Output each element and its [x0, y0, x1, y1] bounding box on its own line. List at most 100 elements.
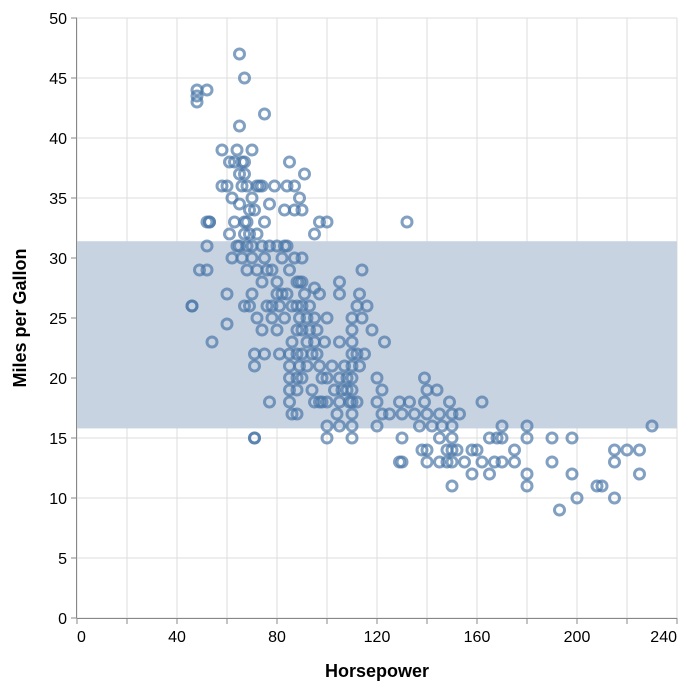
data-point	[395, 431, 409, 445]
data-point	[240, 239, 254, 253]
data-point	[295, 299, 309, 313]
data-point	[305, 347, 319, 361]
y-axis-title: Miles per Gallon	[10, 248, 30, 387]
data-point	[220, 317, 234, 331]
data-point	[260, 299, 274, 313]
data-point	[310, 323, 324, 337]
data-point	[293, 311, 306, 325]
data-point	[458, 455, 471, 469]
y-tick-label: 30	[49, 251, 67, 268]
data-point	[313, 359, 326, 373]
data-point	[440, 455, 454, 469]
data-point	[445, 419, 459, 433]
data-point	[290, 383, 304, 397]
data-point	[313, 287, 326, 301]
x-tick-label: 0	[77, 629, 86, 646]
data-point	[415, 443, 429, 457]
data-point	[445, 443, 459, 457]
data-point	[620, 443, 634, 457]
data-point	[265, 311, 279, 325]
data-point	[345, 383, 359, 397]
data-point	[250, 311, 264, 325]
data-point	[245, 287, 259, 301]
data-point	[200, 263, 214, 277]
data-point	[308, 395, 321, 409]
data-point	[263, 239, 276, 253]
data-point	[445, 455, 459, 469]
data-point	[290, 347, 304, 361]
data-point	[345, 395, 359, 409]
data-point	[283, 371, 296, 385]
data-point	[193, 263, 206, 277]
data-point	[355, 311, 369, 325]
data-point	[483, 467, 496, 481]
data-point	[345, 431, 359, 445]
data-point	[300, 311, 314, 325]
data-point	[290, 299, 304, 313]
data-point	[320, 215, 334, 229]
data-point	[285, 335, 299, 349]
data-point	[350, 347, 364, 361]
data-point	[378, 335, 391, 349]
data-point	[280, 287, 294, 301]
data-point	[248, 359, 261, 373]
data-point	[275, 251, 289, 265]
data-point	[273, 299, 286, 313]
axes: 0 40 80 120 160 200 240 0 5 10 15 20 25 30 35 40 45 50	[49, 11, 678, 646]
data-point	[245, 251, 259, 265]
data-point	[633, 443, 646, 457]
data-point	[520, 431, 534, 445]
data-point	[315, 395, 329, 409]
data-point	[495, 455, 509, 469]
data-point	[403, 395, 416, 409]
data-point	[475, 395, 489, 409]
data-point	[333, 371, 346, 385]
data-point	[338, 359, 351, 373]
data-point	[258, 347, 271, 361]
data-point	[345, 347, 359, 361]
data-point	[350, 395, 364, 409]
data-point	[243, 299, 256, 313]
data-point	[255, 323, 269, 337]
x-tick-label: 240	[650, 629, 677, 646]
data-point	[320, 419, 334, 433]
data-point	[565, 431, 579, 445]
data-point	[305, 383, 319, 397]
data-point	[483, 431, 496, 445]
data-point	[290, 371, 304, 385]
data-point	[470, 443, 484, 457]
data-point	[608, 455, 621, 469]
data-point	[450, 443, 464, 457]
data-point	[375, 407, 389, 421]
data-point	[345, 359, 359, 373]
data-point	[245, 191, 259, 205]
data-point	[238, 299, 251, 313]
data-point	[358, 347, 371, 361]
data-point	[310, 347, 324, 361]
y-tick-label: 20	[49, 371, 67, 388]
data-point	[185, 299, 199, 313]
data-point	[278, 311, 291, 325]
data-point	[275, 287, 289, 301]
data-point	[255, 275, 269, 289]
data-point	[333, 275, 346, 289]
data-point	[320, 395, 334, 409]
data-point	[283, 347, 296, 361]
data-point	[283, 155, 296, 169]
data-point	[240, 215, 254, 229]
data-point	[233, 47, 246, 61]
data-point	[300, 335, 314, 349]
data-point	[395, 455, 409, 469]
data-point	[300, 359, 314, 373]
x-tick-label: 40	[168, 629, 186, 646]
data-point	[190, 95, 204, 109]
data-point	[433, 407, 446, 421]
data-point	[205, 335, 219, 349]
data-point	[288, 251, 301, 265]
data-point	[328, 383, 341, 397]
data-point	[420, 443, 434, 457]
data-point	[340, 383, 354, 397]
y-tick-label: 25	[49, 311, 67, 328]
data-point	[395, 407, 409, 421]
data-point	[595, 479, 609, 493]
